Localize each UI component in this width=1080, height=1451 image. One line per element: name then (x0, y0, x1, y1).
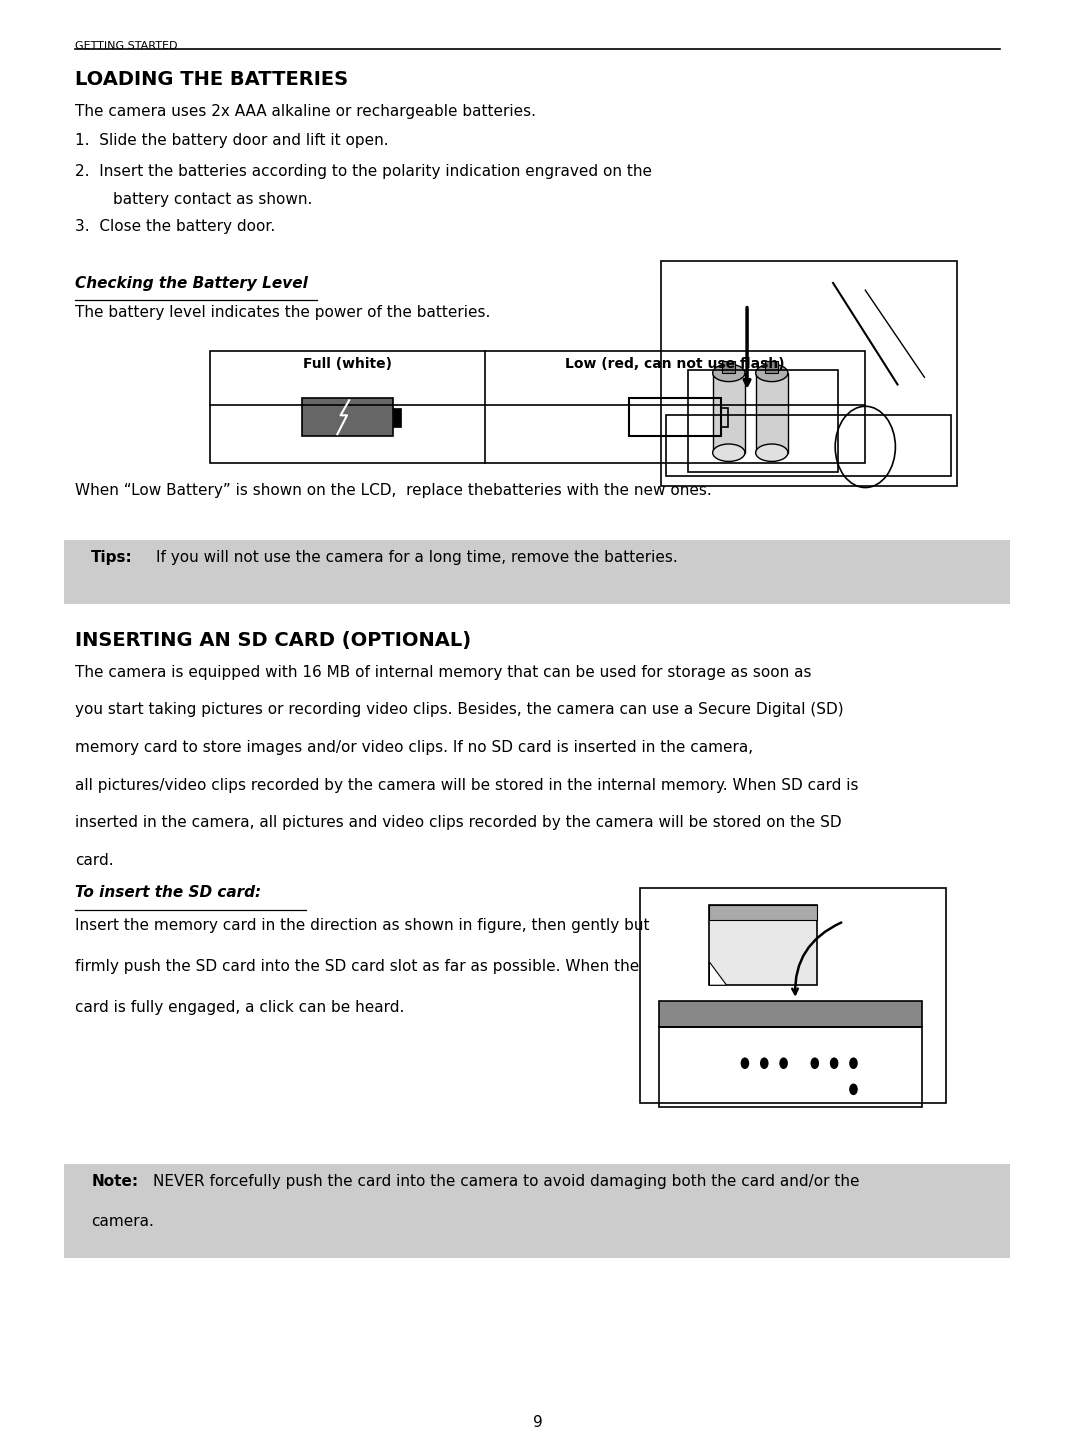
Polygon shape (710, 962, 727, 985)
Text: When “Low Battery” is shown on the LCD,  replace thebatteries with the new ones.: When “Low Battery” is shown on the LCD, … (76, 483, 712, 498)
Text: 1.  Slide the battery door and lift it open.: 1. Slide the battery door and lift it op… (76, 133, 389, 148)
Text: all pictures/video clips recorded by the camera will be stored in the internal m: all pictures/video clips recorded by the… (76, 778, 859, 792)
Bar (393, 408, 401, 427)
Text: Full (white): Full (white) (302, 357, 392, 371)
Bar (710, 905, 816, 920)
Text: Note:: Note: (92, 1174, 138, 1188)
Text: To insert the SD card:: To insert the SD card: (76, 885, 261, 900)
Text: 9: 9 (532, 1415, 542, 1429)
Bar (661, 261, 957, 486)
Bar (713, 373, 745, 453)
Bar (766, 361, 779, 373)
Bar (710, 905, 816, 985)
Text: Tips:: Tips: (92, 550, 133, 564)
Circle shape (829, 1058, 838, 1069)
Text: firmly push the SD card into the SD card slot as far as possible. When the: firmly push the SD card into the SD card… (76, 959, 639, 974)
Bar (210, 351, 865, 463)
Text: The camera uses 2x AAA alkaline or rechargeable batteries.: The camera uses 2x AAA alkaline or recha… (76, 104, 537, 119)
Bar (65, 1164, 1011, 1258)
Bar (659, 1001, 922, 1027)
Bar (756, 373, 788, 453)
Bar (688, 370, 838, 472)
Text: GETTING STARTED: GETTING STARTED (76, 41, 178, 51)
Text: you start taking pictures or recording video clips. Besides, the camera can use : you start taking pictures or recording v… (76, 702, 843, 717)
Text: Insert the memory card in the direction as shown in figure, then gently but: Insert the memory card in the direction … (76, 918, 650, 933)
Circle shape (810, 1058, 819, 1069)
Text: INSERTING AN SD CARD (OPTIONAL): INSERTING AN SD CARD (OPTIONAL) (76, 631, 471, 650)
Text: The battery level indicates the power of the batteries.: The battery level indicates the power of… (76, 305, 490, 319)
Bar (639, 888, 946, 1103)
Text: battery contact as shown.: battery contact as shown. (113, 192, 312, 206)
Circle shape (849, 1058, 858, 1069)
Text: 2.  Insert the batteries according to the polarity indication engraved on the: 2. Insert the batteries according to the… (76, 164, 652, 178)
Bar (720, 408, 728, 427)
Circle shape (741, 1058, 750, 1069)
Text: card is fully engaged, a click can be heard.: card is fully engaged, a click can be he… (76, 1000, 405, 1014)
Bar (659, 1027, 922, 1107)
Bar (630, 399, 720, 437)
Ellipse shape (713, 364, 745, 382)
Bar (65, 540, 1011, 604)
Text: LOADING THE BATTERIES: LOADING THE BATTERIES (76, 70, 349, 89)
Text: Checking the Battery Level: Checking the Battery Level (76, 276, 308, 290)
Bar (723, 361, 735, 373)
Text: Low (red, can not use flash): Low (red, can not use flash) (565, 357, 785, 371)
Text: NEVER forcefully push the card into the camera to avoid damaging both the card a: NEVER forcefully push the card into the … (152, 1174, 859, 1188)
Ellipse shape (756, 444, 788, 461)
Circle shape (760, 1058, 769, 1069)
Text: The camera is equipped with 16 MB of internal memory that can be used for storag: The camera is equipped with 16 MB of int… (76, 665, 812, 679)
Text: inserted in the camera, all pictures and video clips recorded by the camera will: inserted in the camera, all pictures and… (76, 815, 842, 830)
Text: 3.  Close the battery door.: 3. Close the battery door. (76, 219, 275, 234)
Bar (666, 415, 951, 476)
Ellipse shape (713, 444, 745, 461)
Text: card.: card. (76, 853, 113, 868)
Text: memory card to store images and/or video clips. If no SD card is inserted in the: memory card to store images and/or video… (76, 740, 754, 755)
Text: If you will not use the camera for a long time, remove the batteries.: If you will not use the camera for a lon… (156, 550, 677, 564)
Circle shape (780, 1058, 788, 1069)
Bar (301, 399, 393, 437)
Text: camera.: camera. (92, 1214, 154, 1229)
Ellipse shape (756, 364, 788, 382)
Circle shape (849, 1084, 858, 1096)
